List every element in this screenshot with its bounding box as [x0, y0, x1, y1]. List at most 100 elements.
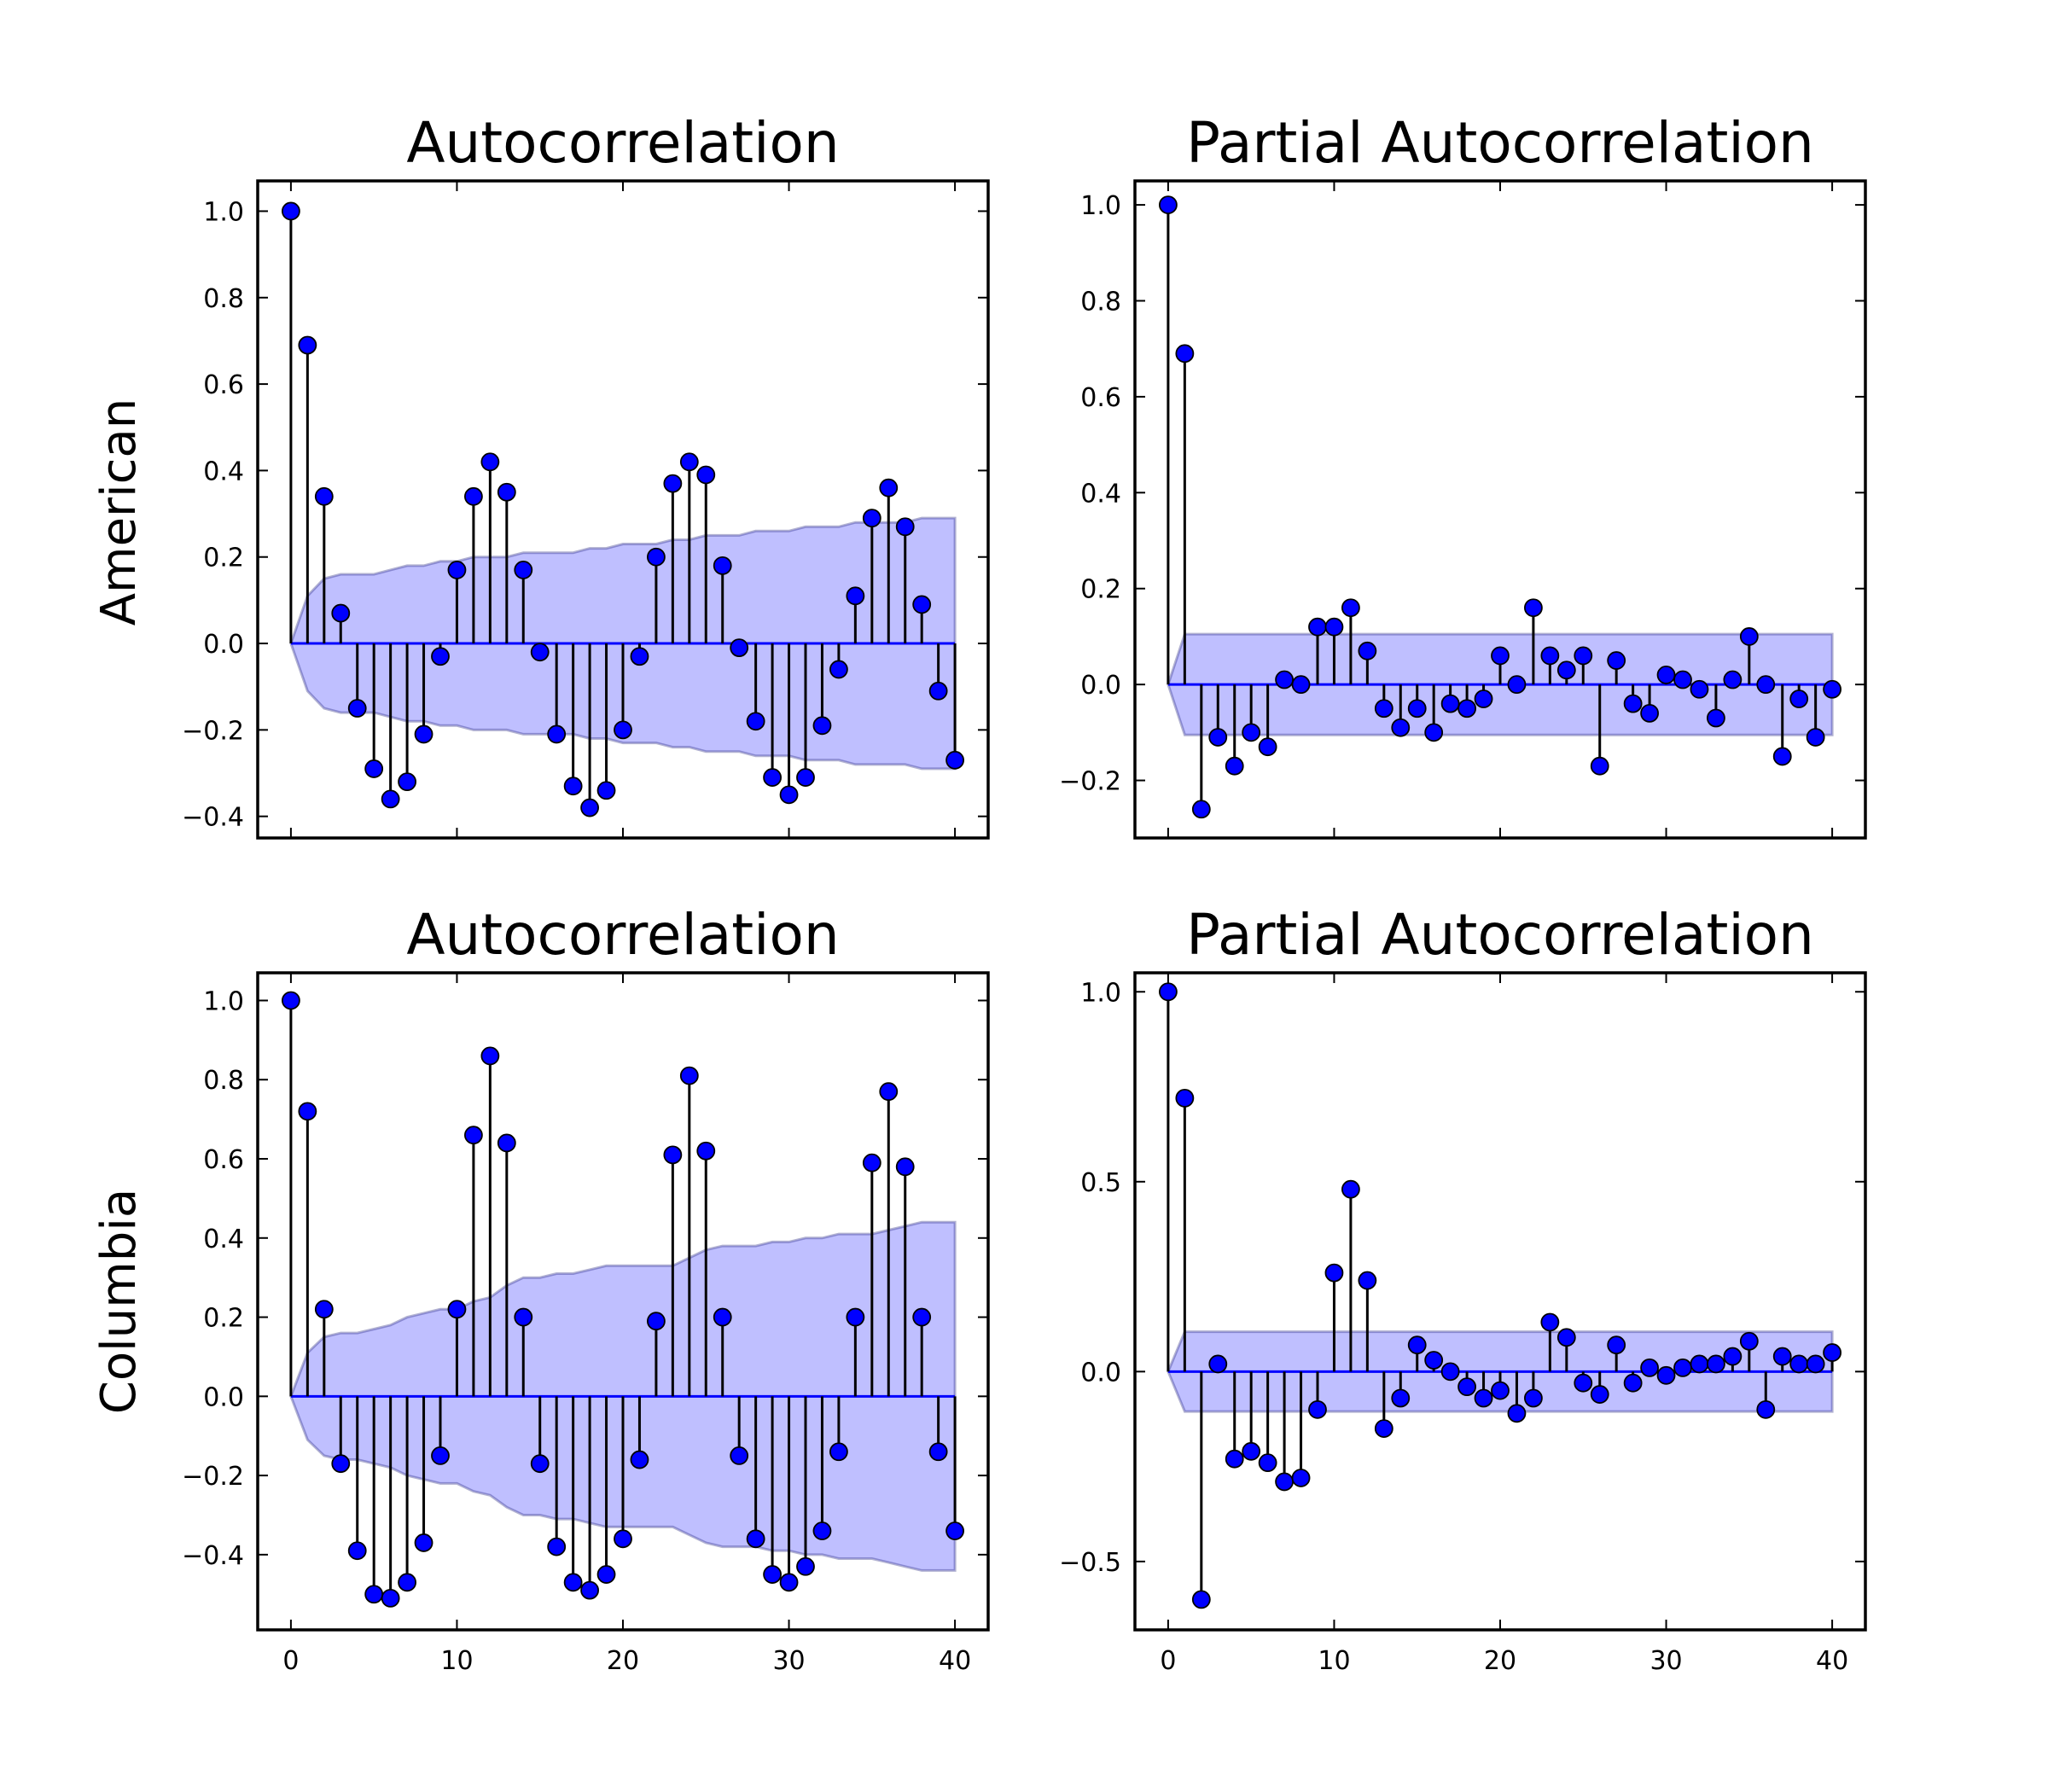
data-point — [1374, 1419, 1393, 1439]
data-point — [1623, 694, 1643, 713]
data-point — [1806, 1354, 1825, 1374]
data-point — [1556, 660, 1576, 680]
data-point — [829, 1442, 848, 1462]
data-point — [1673, 670, 1692, 689]
data-point — [331, 1454, 351, 1474]
plot-area: −0.4 −0.2 0.0 0.2 0.4 0.6 0.8 1.0 — [182, 181, 988, 838]
x-tick-label: 20 — [1484, 1646, 1516, 1676]
y-tick-label: 1.0 — [203, 197, 244, 227]
data-point — [663, 1145, 683, 1165]
data-point — [1524, 1388, 1543, 1408]
data-point — [862, 1153, 881, 1172]
data-point — [630, 1450, 649, 1469]
data-point — [945, 1521, 964, 1540]
data-point — [945, 750, 964, 770]
y-tick-label: −0.2 — [182, 1462, 244, 1492]
y-tick-label: 0.4 — [203, 1225, 244, 1254]
data-point — [1756, 1399, 1776, 1419]
y-tick-label: 0.0 — [203, 630, 244, 660]
data-point — [1656, 1365, 1676, 1385]
data-point — [547, 1537, 567, 1556]
plot-area: −0.4 −0.2 0.0 0.2 0.4 0.6 0.8 1.0 0 10 20 30 40 — [182, 973, 988, 1676]
data-point — [480, 452, 500, 472]
columbia-pacf-panel: Partial Autocorrelation −0.5 0.0 0.5 1.0 0 10… — [1059, 902, 1867, 1676]
data-point — [1574, 646, 1593, 666]
data-point — [1789, 689, 1809, 708]
data-point — [1607, 651, 1626, 670]
data-point — [530, 1454, 550, 1474]
data-point — [1242, 723, 1261, 742]
data-point — [480, 1046, 500, 1066]
data-point — [1507, 1404, 1527, 1423]
data-point — [298, 1102, 317, 1121]
data-point — [580, 1580, 599, 1600]
x-tick-label: 0 — [1160, 1646, 1176, 1676]
data-point — [1707, 1354, 1725, 1374]
data-point — [1772, 1347, 1792, 1366]
data-point — [464, 486, 483, 506]
y-tick-label: 0.0 — [1080, 671, 1121, 701]
american-acf-panel: Autocorrelation American −0.4 −0.2 0.0 0.2 0… — [91, 110, 990, 840]
data-point — [779, 1573, 799, 1592]
data-point — [1391, 718, 1411, 737]
y-tick-label: 0.4 — [1080, 479, 1121, 509]
data-point — [1524, 598, 1543, 618]
x-tick-label: 30 — [772, 1646, 805, 1676]
data-point — [696, 1141, 716, 1161]
data-point — [1358, 641, 1377, 660]
data-point — [563, 1573, 583, 1592]
data-point — [1407, 699, 1427, 719]
data-point — [630, 647, 649, 666]
data-point — [398, 1573, 416, 1592]
panel-title: Partial Autocorrelation — [1186, 110, 1814, 176]
data-point — [1440, 1362, 1460, 1382]
data-point — [1275, 670, 1294, 689]
data-point — [614, 1529, 632, 1549]
data-point — [414, 724, 433, 744]
axes-frame — [1133, 971, 1867, 1632]
data-point — [381, 789, 400, 809]
data-point — [1407, 1335, 1427, 1355]
data-point — [1457, 1377, 1476, 1397]
y-tick-label: −0.4 — [182, 803, 244, 833]
data-point — [347, 1541, 367, 1561]
data-point — [530, 643, 550, 662]
y-tick-label: 0.6 — [203, 370, 244, 400]
data-point — [879, 1082, 899, 1102]
columbia-acf-panel: Autocorrelation Columbia −0.4 −0.2 0.0 0.2 0… — [91, 902, 990, 1676]
data-point — [381, 1588, 400, 1608]
data-point — [862, 509, 881, 528]
x-tick-label: 10 — [1318, 1646, 1350, 1676]
axes-frame — [256, 971, 990, 1632]
x-tick-label: 10 — [440, 1646, 473, 1676]
data-point — [1275, 1472, 1294, 1492]
data-point — [314, 1300, 334, 1319]
data-point — [779, 785, 799, 805]
data-point — [1258, 1453, 1277, 1473]
data-point — [1656, 666, 1676, 684]
y-tick-label: 1.0 — [203, 986, 244, 1016]
data-point — [1242, 1441, 1261, 1461]
data-point — [1159, 982, 1178, 1002]
data-point — [1491, 1381, 1510, 1400]
data-point — [1623, 1373, 1643, 1393]
y-tick-label: 0.0 — [1080, 1358, 1121, 1388]
data-point — [1607, 1335, 1626, 1355]
data-point — [314, 486, 334, 506]
data-point — [1308, 1399, 1327, 1419]
data-point — [298, 335, 317, 355]
data-point — [514, 1307, 533, 1327]
data-point — [895, 517, 915, 537]
data-point — [1424, 1351, 1444, 1370]
y-tick-label: 0.2 — [203, 544, 244, 573]
data-point — [1690, 1354, 1709, 1374]
data-point — [928, 681, 948, 701]
data-point — [1324, 1263, 1344, 1283]
data-point — [879, 478, 899, 497]
data-point — [1640, 703, 1659, 723]
data-point — [679, 1066, 699, 1085]
data-point — [1191, 1590, 1211, 1609]
data-point — [1806, 728, 1825, 747]
data-point — [580, 798, 599, 817]
